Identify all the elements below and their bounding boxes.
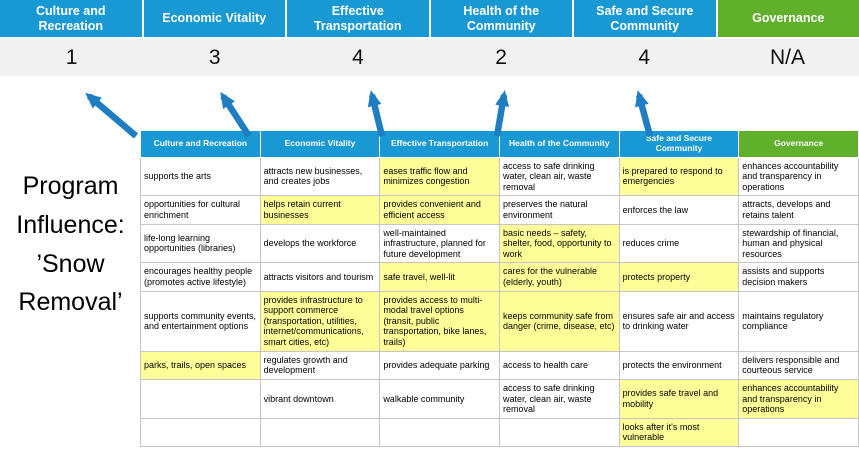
matrix-cell-1-1: helps retain current businesses <box>259 195 381 225</box>
matrix-cell-1-0: opportunities for cultural enrichment <box>140 195 261 225</box>
matrix-cell-1-5: attracts, develops and retains talent <box>738 195 859 225</box>
matrix-cell-7-1 <box>259 417 381 447</box>
matrix-cell-7-2 <box>379 417 500 447</box>
pillar-header-3: Health of the Community <box>430 0 574 37</box>
matrix-cell-4-4: ensures safe air and access to drinking … <box>618 290 740 352</box>
page-title: Program Influence: ’Snow Removal’ <box>16 172 125 317</box>
matrix-cell-3-4: protects property <box>618 262 740 292</box>
matrix-cell-0-2: eases traffic flow and minimizes congest… <box>379 156 500 197</box>
influence-matrix: Culture and Recreation Economic Vitality E… <box>140 130 859 447</box>
matrix-cell-2-2: well-maintained infrastructure, planned … <box>379 223 500 264</box>
score-row: 1 3 4 2 4 N/A <box>0 37 859 76</box>
matrix-row-6: vibrant downtown walkable community access… <box>140 378 859 419</box>
matrix-row-7: looks after it's most vulnerable <box>140 417 859 447</box>
matrix-row-4: supports community events, and entertain… <box>140 290 859 352</box>
matrix-cell-3-2: safe travel, well-lit <box>379 262 500 292</box>
matrix-header-4: Safe and Secure Community <box>618 130 740 158</box>
matrix-cell-4-5: maintains regulatory compliance <box>738 290 859 352</box>
pillar-score-1: 3 <box>208 45 221 69</box>
matrix-cell-1-2: provides convenient and efficient access <box>379 195 500 225</box>
matrix-cell-0-1: attracts new businesses, and creates job… <box>259 156 381 197</box>
matrix-cell-7-3 <box>498 417 620 447</box>
matrix-cell-1-4: enforces the law <box>618 195 740 225</box>
matrix-cell-0-3: access to safe drinking water, clean air… <box>498 156 620 197</box>
matrix-cell-2-0: life-long learning opportunities (librar… <box>140 223 261 264</box>
matrix-cell-6-5: enhances accountability and transparency… <box>738 378 859 419</box>
matrix-cell-6-2: walkable community <box>379 378 500 419</box>
pillar-score-3: 2 <box>495 45 507 69</box>
matrix-cell-2-1: develops the workforce <box>259 223 381 264</box>
matrix-cell-6-0 <box>140 378 261 419</box>
matrix-table: Culture and Recreation Economic Vitality E… <box>140 130 859 447</box>
matrix-cell-5-2: provides adequate parking <box>379 350 500 380</box>
pillar-score-0: 1 <box>65 45 78 69</box>
matrix-header-2: Effective Transportation <box>379 130 500 158</box>
matrix-header-1: Economic Vitality <box>259 130 381 158</box>
matrix-header-5: Governance <box>738 130 859 158</box>
pillar-score-4: 4 <box>638 45 651 69</box>
matrix-cell-0-4: is prepared to respond to emergencies <box>618 156 740 197</box>
matrix-cell-6-1: vibrant downtown <box>259 378 381 419</box>
pillar-header-0: Culture and Recreation <box>0 0 144 37</box>
matrix-cell-1-3: preserves the natural environment <box>498 195 620 225</box>
matrix-row-5: parks, trails, open spaces regulates grow… <box>140 350 859 380</box>
matrix-cell-5-4: protects the environment <box>618 350 740 380</box>
matrix-cell-3-1: attracts visitors and tourism <box>259 262 381 292</box>
matrix-cell-5-3: access to health care <box>498 350 620 380</box>
pillar-score-2: 4 <box>352 45 364 69</box>
pillar-header-1: Economic Vitality <box>143 0 287 37</box>
matrix-cell-3-3: cares for the vulnerable (elderly, youth… <box>498 262 620 292</box>
matrix-cell-4-3: keeps community safe from danger (crime,… <box>498 290 620 352</box>
matrix-cell-6-4: provides safe travel and mobility <box>618 378 740 419</box>
matrix-cell-4-1: provides infrastructure to support comme… <box>259 290 381 352</box>
pillar-header-row: Culture and Recreation Economic Vitality E… <box>0 0 859 37</box>
matrix-header-3: Health of the Community <box>498 130 620 158</box>
matrix-cell-3-0: encourages healthy people (promotes acti… <box>140 262 261 292</box>
matrix-cell-3-5: assists and supports decision makers <box>738 262 859 292</box>
matrix-cell-0-5: enhances accountability and transparency… <box>738 156 859 197</box>
matrix-cell-7-5 <box>738 417 859 447</box>
matrix-row-2: life-long learning opportunities (librar… <box>140 223 859 264</box>
matrix-cell-2-5: stewardship of financial, human and phys… <box>738 223 859 264</box>
score-arrow-1-icon <box>85 92 139 139</box>
matrix-cell-5-5: delivers responsible and courteous servi… <box>738 350 859 380</box>
matrix-cell-7-4: looks after it's most vulnerable <box>618 417 740 447</box>
matrix-head-row: Culture and Recreation Economic Vitality E… <box>140 130 859 158</box>
matrix-cell-0-0: supports the arts <box>140 156 261 197</box>
matrix-header-0: Culture and Recreation <box>140 130 261 158</box>
matrix-cell-6-3: access to safe drinking water, clean air… <box>498 378 620 419</box>
matrix-cell-7-0 <box>140 417 261 447</box>
pillar-header-2: Effective Transportation <box>287 0 431 37</box>
matrix-row-0: supports the arts attracts new businesses… <box>140 156 859 197</box>
matrix-row-1: opportunities for cultural enrichment hel… <box>140 195 859 225</box>
matrix-cell-4-0: supports community events, and entertain… <box>140 290 261 352</box>
matrix-cell-4-2: provides access to multi-modal travel op… <box>379 290 500 352</box>
pillar-header-4: Safe and Secure Community <box>574 0 718 37</box>
matrix-body: supports the arts attracts new businesses… <box>140 156 859 447</box>
matrix-row-3: encourages healthy people (promotes acti… <box>140 262 859 292</box>
matrix-cell-2-3: basic needs – safety, shelter, food, opp… <box>498 223 620 264</box>
matrix-cell-5-1: regulates growth and development <box>259 350 381 380</box>
pillar-score-5: N/A <box>769 45 805 69</box>
matrix-cell-5-0: parks, trails, open spaces <box>140 350 261 380</box>
matrix-cell-2-4: reduces crime <box>618 223 740 264</box>
pillar-header-5: Governance <box>717 0 859 37</box>
